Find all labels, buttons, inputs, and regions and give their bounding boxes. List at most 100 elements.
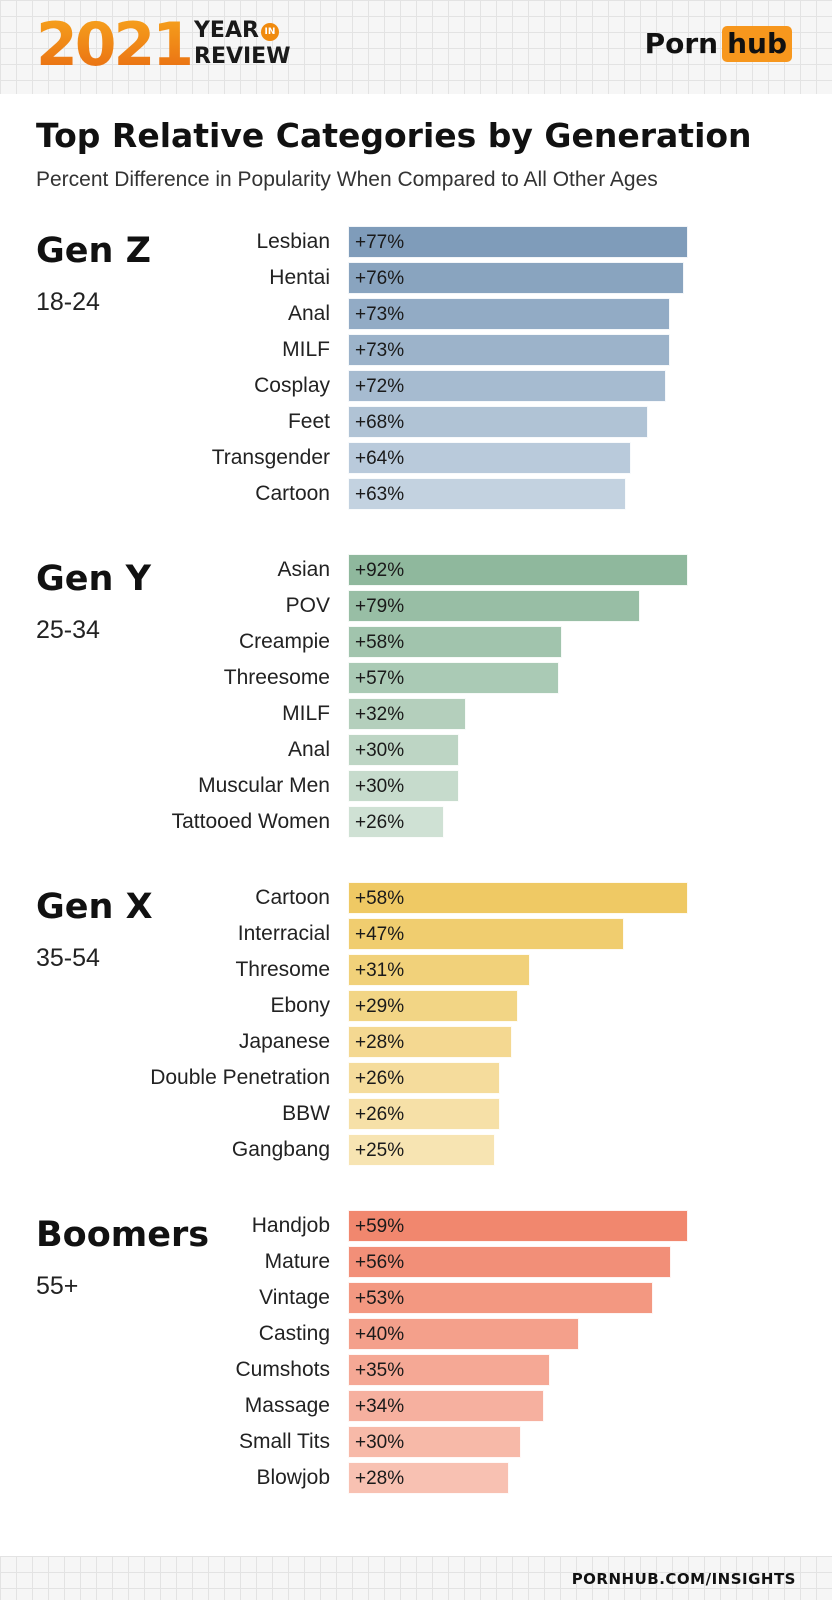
bar: +29%	[348, 990, 518, 1022]
bar-value-label: +73%	[355, 304, 405, 325]
bar-value-label: +30%	[355, 1432, 405, 1453]
category-label: Lesbian	[256, 230, 330, 253]
bar: +73%	[348, 334, 671, 366]
year-word: YEAR	[194, 18, 259, 43]
header-grid-background	[0, 0, 832, 94]
bar-value-label: +63%	[355, 484, 405, 505]
category-label: Cumshots	[235, 1358, 330, 1381]
bar-value-label: +25%	[355, 1140, 405, 1161]
bar-value-label: +40%	[355, 1324, 405, 1345]
generation-name: Gen X	[36, 887, 153, 927]
category-label: Transgender	[211, 446, 330, 469]
generation-name: Gen Z	[36, 231, 151, 271]
bar: +59%	[348, 1210, 688, 1242]
bar-value-label: +57%	[355, 668, 405, 689]
footer-url: PORNHUB.COM/INSIGHTS	[571, 1570, 796, 1588]
bar: +77%	[348, 226, 688, 258]
bar-value-label: +58%	[355, 888, 405, 909]
bar-value-label: +28%	[355, 1032, 405, 1053]
bar-value-label: +76%	[355, 268, 405, 289]
generation-name: Boomers	[36, 1215, 210, 1255]
bar: +53%	[348, 1282, 654, 1314]
bar: +58%	[348, 882, 688, 914]
bar: +57%	[348, 662, 559, 694]
bar: +28%	[348, 1026, 513, 1058]
category-label: Creampie	[238, 630, 330, 653]
bar-value-label: +59%	[355, 1216, 405, 1237]
category-label: Feet	[287, 410, 330, 433]
bar: +79%	[348, 590, 640, 622]
bar: +73%	[348, 298, 671, 330]
bar-value-label: +28%	[355, 1468, 405, 1489]
category-label: Blowjob	[256, 1466, 330, 1489]
bar: +31%	[348, 954, 530, 986]
category-label: Handjob	[251, 1214, 330, 1237]
bar-value-label: +26%	[355, 1068, 405, 1089]
category-label: Small Tits	[238, 1430, 330, 1453]
bar: +63%	[348, 478, 627, 510]
category-label: Muscular Men	[198, 774, 330, 797]
brand-logo-right: hub	[722, 26, 792, 62]
category-label: Hentai	[269, 266, 330, 289]
bar-value-label: +53%	[355, 1288, 405, 1309]
brand-logo-left: Porn	[644, 27, 719, 60]
chart-title: Top Relative Categories by Generation	[36, 116, 752, 155]
year-in-review-logo: YEAR IN REVIEW	[194, 18, 290, 70]
generation-age-range: 35-54	[36, 944, 100, 972]
bar: +26%	[348, 1062, 501, 1094]
category-label: Threesome	[223, 666, 330, 689]
bar-value-label: +64%	[355, 448, 405, 469]
category-label: Japanese	[238, 1030, 330, 1053]
bar: +32%	[348, 698, 467, 730]
category-label: Tattooed Women	[171, 810, 330, 833]
bar-value-label: +56%	[355, 1252, 405, 1273]
brand-logo: Porn hub	[645, 26, 792, 62]
bar: +26%	[348, 1098, 501, 1130]
bar: +40%	[348, 1318, 579, 1350]
bar: +58%	[348, 626, 563, 658]
category-label: Vintage	[259, 1286, 330, 1309]
category-label: Gangbang	[231, 1138, 330, 1161]
bar: +64%	[348, 442, 631, 474]
bar-value-label: +32%	[355, 704, 405, 725]
category-label: MILF	[282, 338, 330, 361]
category-label: Mature	[264, 1250, 330, 1273]
bar: +25%	[348, 1134, 495, 1166]
bar: +30%	[348, 1426, 521, 1458]
category-label: Cosplay	[254, 374, 330, 397]
bar: +47%	[348, 918, 624, 950]
bar-value-label: +72%	[355, 376, 405, 397]
category-label: Cartoon	[255, 482, 330, 505]
bar-value-label: +31%	[355, 960, 405, 981]
generation-age-range: 25-34	[36, 616, 100, 644]
bar-value-label: +29%	[355, 996, 405, 1017]
in-badge: IN	[260, 23, 279, 41]
bar: +35%	[348, 1354, 550, 1386]
category-label: Ebony	[270, 994, 330, 1017]
bar-value-label: +35%	[355, 1360, 405, 1381]
bar-value-label: +30%	[355, 776, 405, 797]
bar-value-label: +79%	[355, 596, 405, 617]
category-label: Cartoon	[255, 886, 330, 909]
bar: +28%	[348, 1462, 510, 1494]
category-label: Anal	[287, 302, 330, 325]
bar-value-label: +77%	[355, 232, 405, 253]
generation-age-range: 55+	[36, 1272, 79, 1300]
category-label: Anal	[287, 738, 330, 761]
bar: +26%	[348, 806, 445, 838]
category-label: Massage	[244, 1394, 330, 1417]
bar: +30%	[348, 770, 459, 802]
bar: +56%	[348, 1246, 671, 1278]
category-label: Double Penetration	[150, 1066, 330, 1089]
bar: +76%	[348, 262, 684, 294]
category-label: Casting	[258, 1322, 330, 1345]
category-label: Asian	[277, 558, 330, 581]
chart-subtitle: Percent Difference in Popularity When Co…	[36, 168, 658, 191]
category-label: Thresome	[235, 958, 330, 981]
bar: +92%	[348, 554, 688, 586]
bar-value-label: +58%	[355, 632, 405, 653]
bar-value-label: +30%	[355, 740, 405, 761]
category-label: MILF	[282, 702, 330, 725]
category-label: BBW	[282, 1102, 330, 1125]
category-label: Interracial	[237, 922, 330, 945]
